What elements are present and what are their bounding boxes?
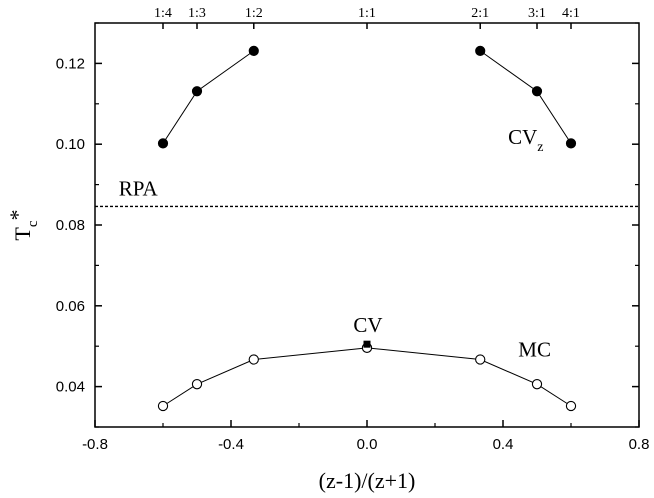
x-tick-label: -0.8 (82, 436, 108, 453)
top-tick-label: 1:3 (188, 6, 206, 21)
y-tick-label: 0.04 (56, 379, 85, 396)
x-tick-label: 0.0 (357, 436, 378, 453)
CVz-point (191, 86, 203, 97)
y-tick-label: 0.06 (56, 298, 85, 315)
MC-point (157, 400, 169, 412)
top-tick-label: 1:1 (358, 6, 376, 21)
y-axis-title-subscript: c (25, 220, 41, 227)
CV-point (363, 340, 371, 348)
y-tick-label: 0.08 (56, 217, 85, 234)
x-tick-label: 0.4 (493, 436, 514, 453)
MC-point (475, 354, 486, 365)
top-tick-label: 3:1 (528, 6, 546, 21)
annotation-cv: CV (353, 313, 382, 337)
CVz-point (475, 45, 486, 56)
CVz-point (531, 86, 543, 97)
y-axis-title-main: T (10, 227, 35, 241)
x-axis-title: (z-1)/(z+1) (319, 468, 416, 493)
x-tick-label: 0.8 (629, 436, 650, 453)
svg-text:Tc*: Tc* (5, 209, 41, 240)
annotation-mc: MC (518, 337, 551, 361)
annotation-cv: CVz (508, 125, 543, 155)
MC-line (162, 347, 572, 407)
MC-point (191, 379, 203, 390)
y-axis-title: Tc* (5, 209, 41, 240)
y-tick-label: 0.10 (56, 136, 85, 153)
annotation-rpa: RPA (119, 177, 159, 201)
MC-point (248, 354, 259, 365)
MC-point (531, 379, 543, 390)
y-tick-label: 0.12 (56, 55, 85, 72)
top-tick-label: 1:4 (154, 6, 172, 21)
CVz-point (565, 138, 577, 149)
CVz-point (248, 45, 259, 56)
MC-point (565, 400, 577, 412)
top-tick-label: 4:1 (562, 6, 580, 21)
series-layer (157, 45, 577, 412)
plot-frame (94, 22, 640, 428)
top-tick-label: 2:1 (471, 6, 489, 21)
top-tick-label: 1:2 (245, 6, 263, 21)
x-tick-label: -0.4 (218, 436, 244, 453)
y-axis-title-superscript: * (5, 209, 30, 220)
CVz-point (157, 138, 169, 149)
CVz-line (162, 50, 255, 144)
annotation-layer: RPA CV MC CVz (119, 125, 551, 361)
axis-ticks: -0.8 -0.4 0.0 0.4 0.8 0.04 0.06 0.08 0.10 0.12 1:4… (56, 6, 650, 453)
